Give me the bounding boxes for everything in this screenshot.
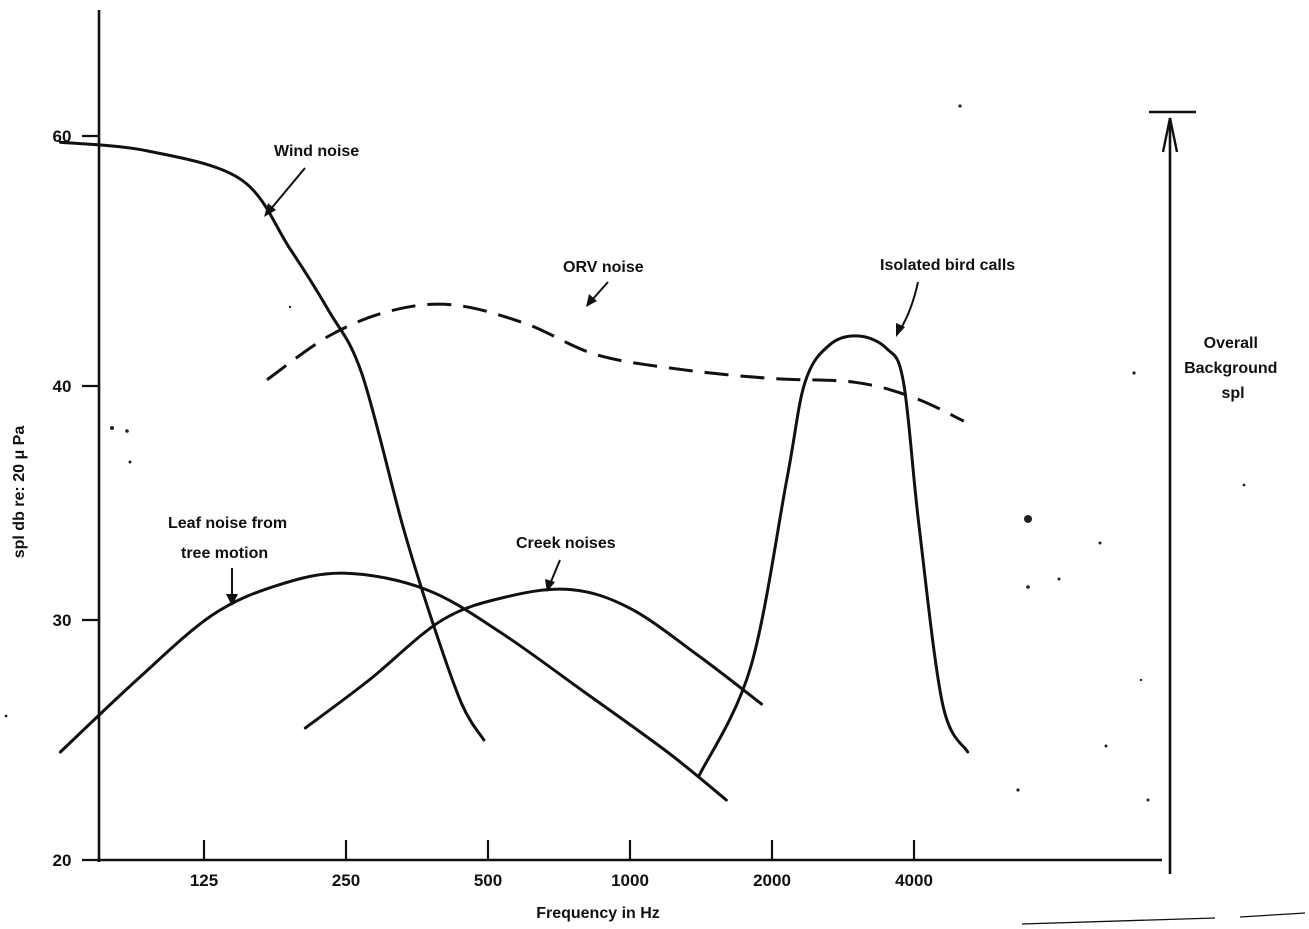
series-line-orv-noise (266, 302, 965, 423)
speck (1098, 541, 1102, 545)
overall-background-marker: Overall Background spl (1149, 110, 1282, 874)
annotation-orv-noise: ORV noise (563, 259, 644, 307)
overall-background-label: Overall Background spl (1184, 335, 1282, 402)
y-tick-label: 20 (53, 851, 72, 870)
speck-line (1239, 912, 1306, 918)
annotation-creek-noises-arrowhead (545, 579, 555, 592)
y-tick-label: 30 (53, 611, 72, 630)
curves (58, 140, 970, 802)
annotation-orv-noise-arrowhead (586, 294, 597, 307)
y-axis-title: spl db re: 20 μ Pa (11, 426, 28, 559)
annotation-wind-noise-arrowhead (264, 203, 276, 217)
annotation-bird-calls-label: Isolated bird calls (880, 257, 1015, 274)
speck (1016, 788, 1020, 792)
x-axis-title: Frequency in Hz (536, 905, 660, 922)
x-tick-label: 4000 (895, 871, 933, 890)
annotation-creek-noises-label: Creek noises (516, 535, 616, 552)
y-tick-label: 40 (53, 377, 72, 396)
overall-arrowhead (1161, 117, 1179, 153)
speck (125, 429, 129, 433)
x-tick-label: 125 (190, 871, 218, 890)
y-axis: 20 30 40 60 (53, 10, 101, 870)
series-line-isolated-bird-calls (697, 334, 970, 778)
series-line-creek-noises (303, 587, 763, 730)
annotation-leaf-noise-line-1: Leaf noise from (168, 515, 287, 532)
annotation-orv-noise-arrow (591, 281, 609, 301)
y-tick-label: 60 (53, 127, 72, 146)
x-tick-label: 2000 (753, 871, 791, 890)
speck (1024, 515, 1032, 523)
annotation-wind-noise: Wind noise (264, 143, 359, 217)
overall-label-line-3: spl (1221, 385, 1244, 402)
scan-artifacts (4, 104, 1306, 925)
annotation-wind-noise-arrow (269, 167, 306, 211)
overall-label-line-2: Background (1184, 360, 1277, 377)
speck (1139, 678, 1143, 682)
speck (1104, 744, 1108, 748)
speck (1146, 798, 1150, 802)
annotation-orv-noise-label: ORV noise (563, 259, 644, 276)
speck (1026, 585, 1030, 589)
annotation-creek-noises-arrow (549, 559, 561, 585)
annotation-bird-calls-arrow (899, 281, 919, 331)
speck (1242, 483, 1246, 487)
overall-label-line-1: Overall (1204, 335, 1258, 352)
annotation-leaf-noise-arrowhead (226, 594, 238, 606)
annotation-leaf-noise-line-2: tree motion (181, 545, 268, 562)
annotation-bird-calls-arrowhead (896, 323, 905, 337)
x-tick-label: 1000 (611, 871, 649, 890)
x-axis: 125 250 500 1000 2000 4000 (97, 840, 1162, 890)
speck (4, 714, 8, 718)
speck (958, 104, 962, 108)
annotation-bird-calls: Isolated bird calls (880, 257, 1015, 337)
annotation-leaf-noise: Leaf noise from tree motion (168, 515, 292, 606)
annotation-wind-noise-label: Wind noise (274, 143, 359, 160)
annotation-creek-noises: Creek noises (516, 535, 616, 592)
speck (128, 460, 132, 464)
annotation-leaf-noise-label: Leaf noise from tree motion (168, 515, 292, 562)
series-line-wind-noise (58, 140, 486, 742)
speck (1132, 371, 1136, 375)
x-tick-label: 250 (332, 871, 360, 890)
series-line-leaf-noise-from-tree-motion (58, 571, 728, 802)
speck-line (1021, 917, 1216, 925)
speck (1057, 577, 1061, 581)
speck (288, 305, 292, 309)
speck (110, 426, 114, 430)
x-tick-label: 500 (474, 871, 502, 890)
